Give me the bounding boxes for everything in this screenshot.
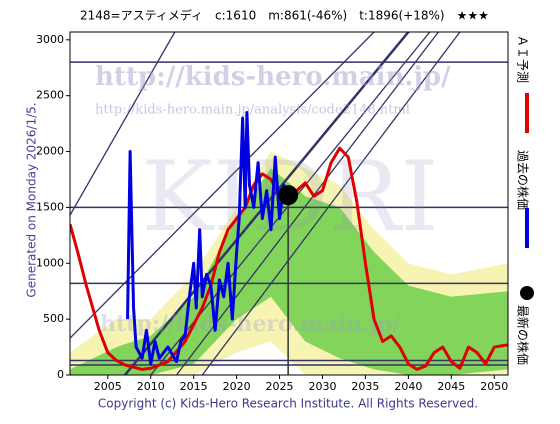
footer: Copyright (c) Kids-Hero Research Institu…: [98, 397, 478, 411]
chart-title: 2148=アスティメディ c:1610 m:861(-46%) t:1896(+…: [80, 8, 489, 23]
x-tick-label: 2025: [266, 380, 294, 393]
legend-label: ＡＩ予測: [516, 35, 530, 83]
x-tick-label: 2045: [437, 380, 465, 393]
legend-swatch: [520, 286, 534, 300]
side-note: Generated on Monday 2026/1/5.: [25, 102, 39, 297]
y-tick-label: 1500: [36, 200, 64, 213]
y-tick-label: 1000: [36, 256, 64, 269]
trend-line: [70, 32, 375, 339]
x-tick-label: 2035: [351, 380, 379, 393]
x-tick-label: 2050: [480, 380, 508, 393]
series-line: [70, 146, 508, 371]
trend-line: [175, 32, 439, 375]
y-tick-label: 500: [43, 312, 64, 325]
x-tick-label: 2015: [180, 380, 208, 393]
x-tick-label: 2020: [223, 380, 251, 393]
watermark: http://kids-hero.main.jp/: [95, 62, 451, 92]
trend-line: [70, 32, 176, 216]
legend-label: 過去の株価: [516, 150, 531, 210]
series-line: [126, 110, 290, 366]
trend-line: [201, 32, 461, 375]
plot-frame: [69, 31, 509, 376]
y-tick-label: 2500: [36, 89, 64, 102]
watermark: http://kids-hero.main.jp/analysis/code21…: [95, 103, 410, 118]
legend-label: 最新の株価: [516, 305, 531, 365]
x-tick-label: 2030: [308, 380, 336, 393]
y-tick-label: 3000: [36, 33, 64, 46]
y-tick-label: 0: [57, 368, 64, 381]
x-tick-label: 2005: [94, 380, 122, 393]
latest-point: [278, 185, 299, 206]
x-tick-label: 2040: [394, 380, 422, 393]
watermark: http://kids-hero.main.jp/: [100, 311, 402, 337]
y-tick-label: 2000: [36, 145, 64, 158]
x-tick-label: 2010: [137, 380, 165, 393]
simulation-band: [70, 168, 508, 375]
